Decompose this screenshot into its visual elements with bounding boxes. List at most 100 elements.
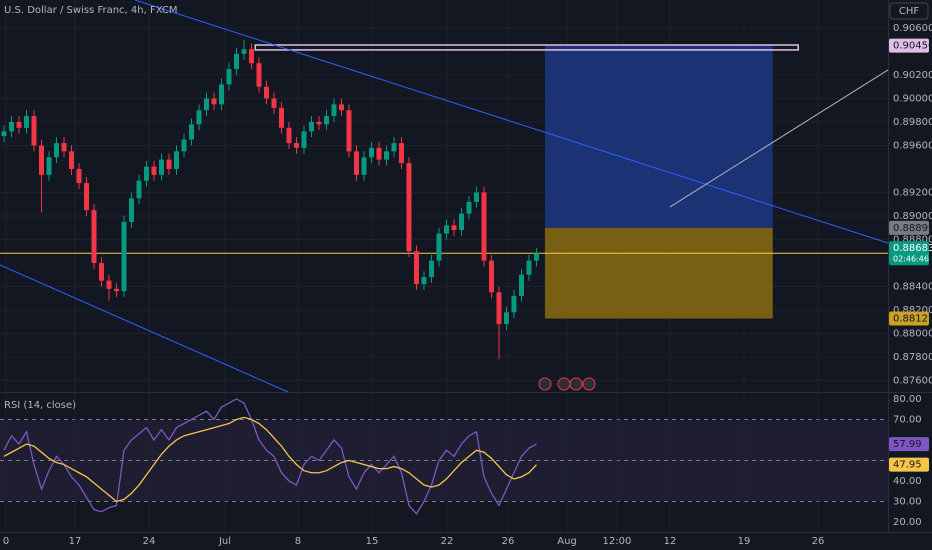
rectangle-drawing bbox=[254, 44, 799, 51]
trendline bbox=[134, 0, 889, 244]
candle-body bbox=[23, 116, 29, 128]
y-tick-label: 0.90600 bbox=[893, 23, 932, 34]
candle-body bbox=[181, 139, 187, 152]
rsi-line bbox=[3, 416, 537, 503]
candle-body bbox=[106, 280, 112, 289]
price-label: 0.90450 bbox=[893, 41, 932, 52]
rsi-title: RSI (14, close) bbox=[4, 400, 76, 411]
last-price-bg bbox=[889, 241, 929, 266]
candle-body bbox=[278, 107, 284, 128]
candle-body bbox=[233, 53, 239, 70]
candle-body bbox=[391, 143, 397, 152]
rsi-line bbox=[3, 398, 537, 515]
candle-body bbox=[481, 192, 487, 261]
candle-body bbox=[451, 225, 457, 231]
candle-body bbox=[406, 163, 412, 252]
candle-body bbox=[286, 127, 292, 144]
candle-body bbox=[113, 288, 119, 292]
x-tick-label: 22 bbox=[441, 536, 454, 547]
candle-body bbox=[38, 145, 44, 175]
candle-body bbox=[173, 151, 179, 169]
y-tick-label: 0.90200 bbox=[893, 70, 932, 81]
candle-body bbox=[368, 147, 374, 158]
candle-body bbox=[488, 260, 494, 293]
candle-body bbox=[256, 63, 262, 87]
candle-body bbox=[46, 157, 52, 175]
y-tick-label: 70.00 bbox=[893, 414, 922, 425]
candle-body bbox=[293, 143, 299, 148]
event-icon[interactable] bbox=[569, 377, 583, 391]
event-icon[interactable] bbox=[557, 377, 571, 391]
candle-body bbox=[241, 49, 247, 54]
price-label-bg bbox=[889, 311, 929, 326]
candle-body bbox=[421, 277, 427, 285]
x-tick-label: 8 bbox=[295, 536, 301, 547]
event-icon[interactable] bbox=[582, 377, 596, 391]
candle-body bbox=[331, 104, 337, 117]
candle-body bbox=[466, 201, 472, 214]
candle-body bbox=[128, 198, 134, 222]
profit-zone bbox=[544, 45, 773, 228]
candle-body bbox=[308, 121, 314, 132]
candle-body bbox=[443, 225, 449, 234]
x-tick-label: Jul bbox=[218, 536, 231, 547]
trendline bbox=[669, 69, 889, 208]
last-price-label: 0.88683 bbox=[893, 243, 932, 254]
y-tick-label: 0.87800 bbox=[893, 352, 932, 363]
candle-body bbox=[361, 157, 367, 175]
y-tick-label: 0.89200 bbox=[893, 187, 932, 198]
rsi-last-bg bbox=[889, 457, 929, 472]
candle-body bbox=[263, 86, 269, 99]
candle-body bbox=[518, 274, 524, 296]
price-label: 0.88127 bbox=[893, 314, 932, 325]
candle-body bbox=[473, 192, 479, 202]
y-tick-label: 0.89600 bbox=[893, 140, 932, 151]
candle-body bbox=[188, 124, 194, 140]
y-tick-label: 0.88400 bbox=[893, 281, 932, 292]
candle-body bbox=[376, 147, 382, 160]
y-tick-label: 80.00 bbox=[893, 394, 922, 405]
event-icon[interactable] bbox=[538, 377, 552, 391]
candle-body bbox=[98, 262, 104, 281]
candle-body bbox=[31, 116, 37, 146]
y-tick-label: 0.89800 bbox=[893, 117, 932, 128]
loss-zone bbox=[544, 227, 773, 319]
y-tick-label: 20.00 bbox=[893, 517, 922, 528]
candle-body bbox=[166, 159, 172, 169]
x-tick-label: 26 bbox=[502, 536, 515, 547]
candle-body bbox=[121, 221, 127, 292]
candle-body bbox=[53, 143, 59, 158]
candle-body bbox=[61, 143, 67, 152]
candle-body bbox=[398, 143, 404, 164]
price-label-bg bbox=[889, 38, 929, 53]
event-icons[interactable] bbox=[538, 377, 596, 391]
x-tick-label: Aug bbox=[557, 536, 577, 547]
candle-body bbox=[136, 180, 142, 199]
price-label: 0.88899 bbox=[893, 223, 932, 234]
candle-body bbox=[511, 295, 517, 313]
x-tick-label: 12 bbox=[664, 536, 677, 547]
candle-body bbox=[76, 168, 82, 184]
candle-body bbox=[316, 121, 322, 125]
y-tick-label: 0.88200 bbox=[893, 305, 932, 316]
candle-body bbox=[323, 116, 329, 125]
currency-box[interactable] bbox=[889, 2, 929, 20]
rsi-last-label: 57.99 bbox=[893, 439, 922, 450]
trendline bbox=[0, 264, 289, 393]
x-tick-label: 24 bbox=[143, 536, 156, 547]
candle-body bbox=[503, 312, 509, 325]
y-tick-label: 0.87600 bbox=[893, 375, 932, 386]
x-tick-label: 0 bbox=[3, 536, 9, 547]
x-tick-label: 15 bbox=[366, 536, 379, 547]
candle-body bbox=[211, 98, 217, 105]
rsi-last-label: 47.95 bbox=[893, 460, 922, 471]
candle-body bbox=[83, 183, 89, 211]
candle-body bbox=[1, 131, 7, 137]
y-tick-label: 0.90000 bbox=[893, 93, 932, 104]
candle-body bbox=[196, 110, 202, 125]
candle-body bbox=[143, 166, 149, 181]
candle-body bbox=[496, 292, 502, 325]
candle-body bbox=[91, 210, 97, 263]
